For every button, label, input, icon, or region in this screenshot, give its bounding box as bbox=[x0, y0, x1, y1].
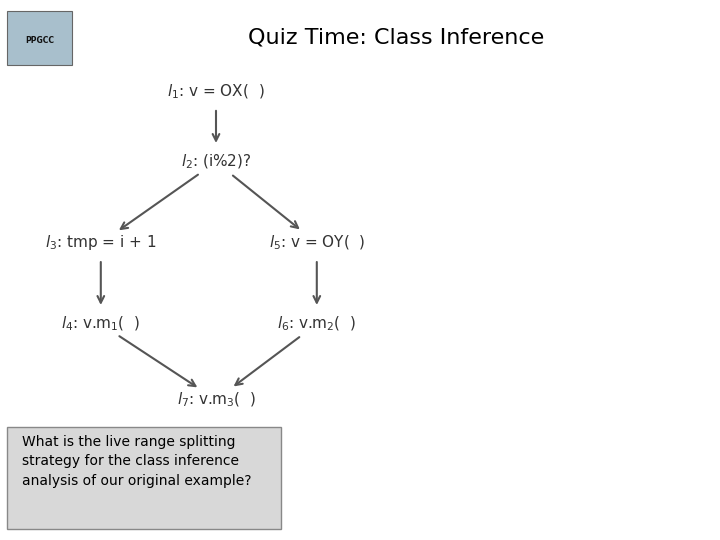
Text: Quiz Time: Class Inference: Quiz Time: Class Inference bbox=[248, 27, 544, 47]
Text: $\mathit{l}_3$: tmp = i + 1: $\mathit{l}_3$: tmp = i + 1 bbox=[45, 233, 156, 253]
Text: $\mathit{l}_6$: v.m$_2$(  ): $\mathit{l}_6$: v.m$_2$( ) bbox=[277, 315, 356, 333]
FancyBboxPatch shape bbox=[7, 11, 72, 65]
Text: $\mathit{l}_7$: v.m$_3$(  ): $\mathit{l}_7$: v.m$_3$( ) bbox=[176, 390, 256, 409]
Text: $\mathit{l}_4$: v.m$_1$(  ): $\mathit{l}_4$: v.m$_1$( ) bbox=[61, 315, 140, 333]
Text: $\mathit{l}_1$: v = OX(  ): $\mathit{l}_1$: v = OX( ) bbox=[167, 83, 265, 101]
FancyBboxPatch shape bbox=[7, 427, 281, 529]
Text: PPGCC: PPGCC bbox=[25, 36, 54, 45]
Text: $\mathit{l}_2$: (i%2)?: $\mathit{l}_2$: (i%2)? bbox=[181, 153, 251, 171]
Text: $\mathit{l}_5$: v = OY(  ): $\mathit{l}_5$: v = OY( ) bbox=[269, 234, 365, 252]
Text: What is the live range splitting
strategy for the class inference
analysis of ou: What is the live range splitting strateg… bbox=[22, 435, 251, 488]
